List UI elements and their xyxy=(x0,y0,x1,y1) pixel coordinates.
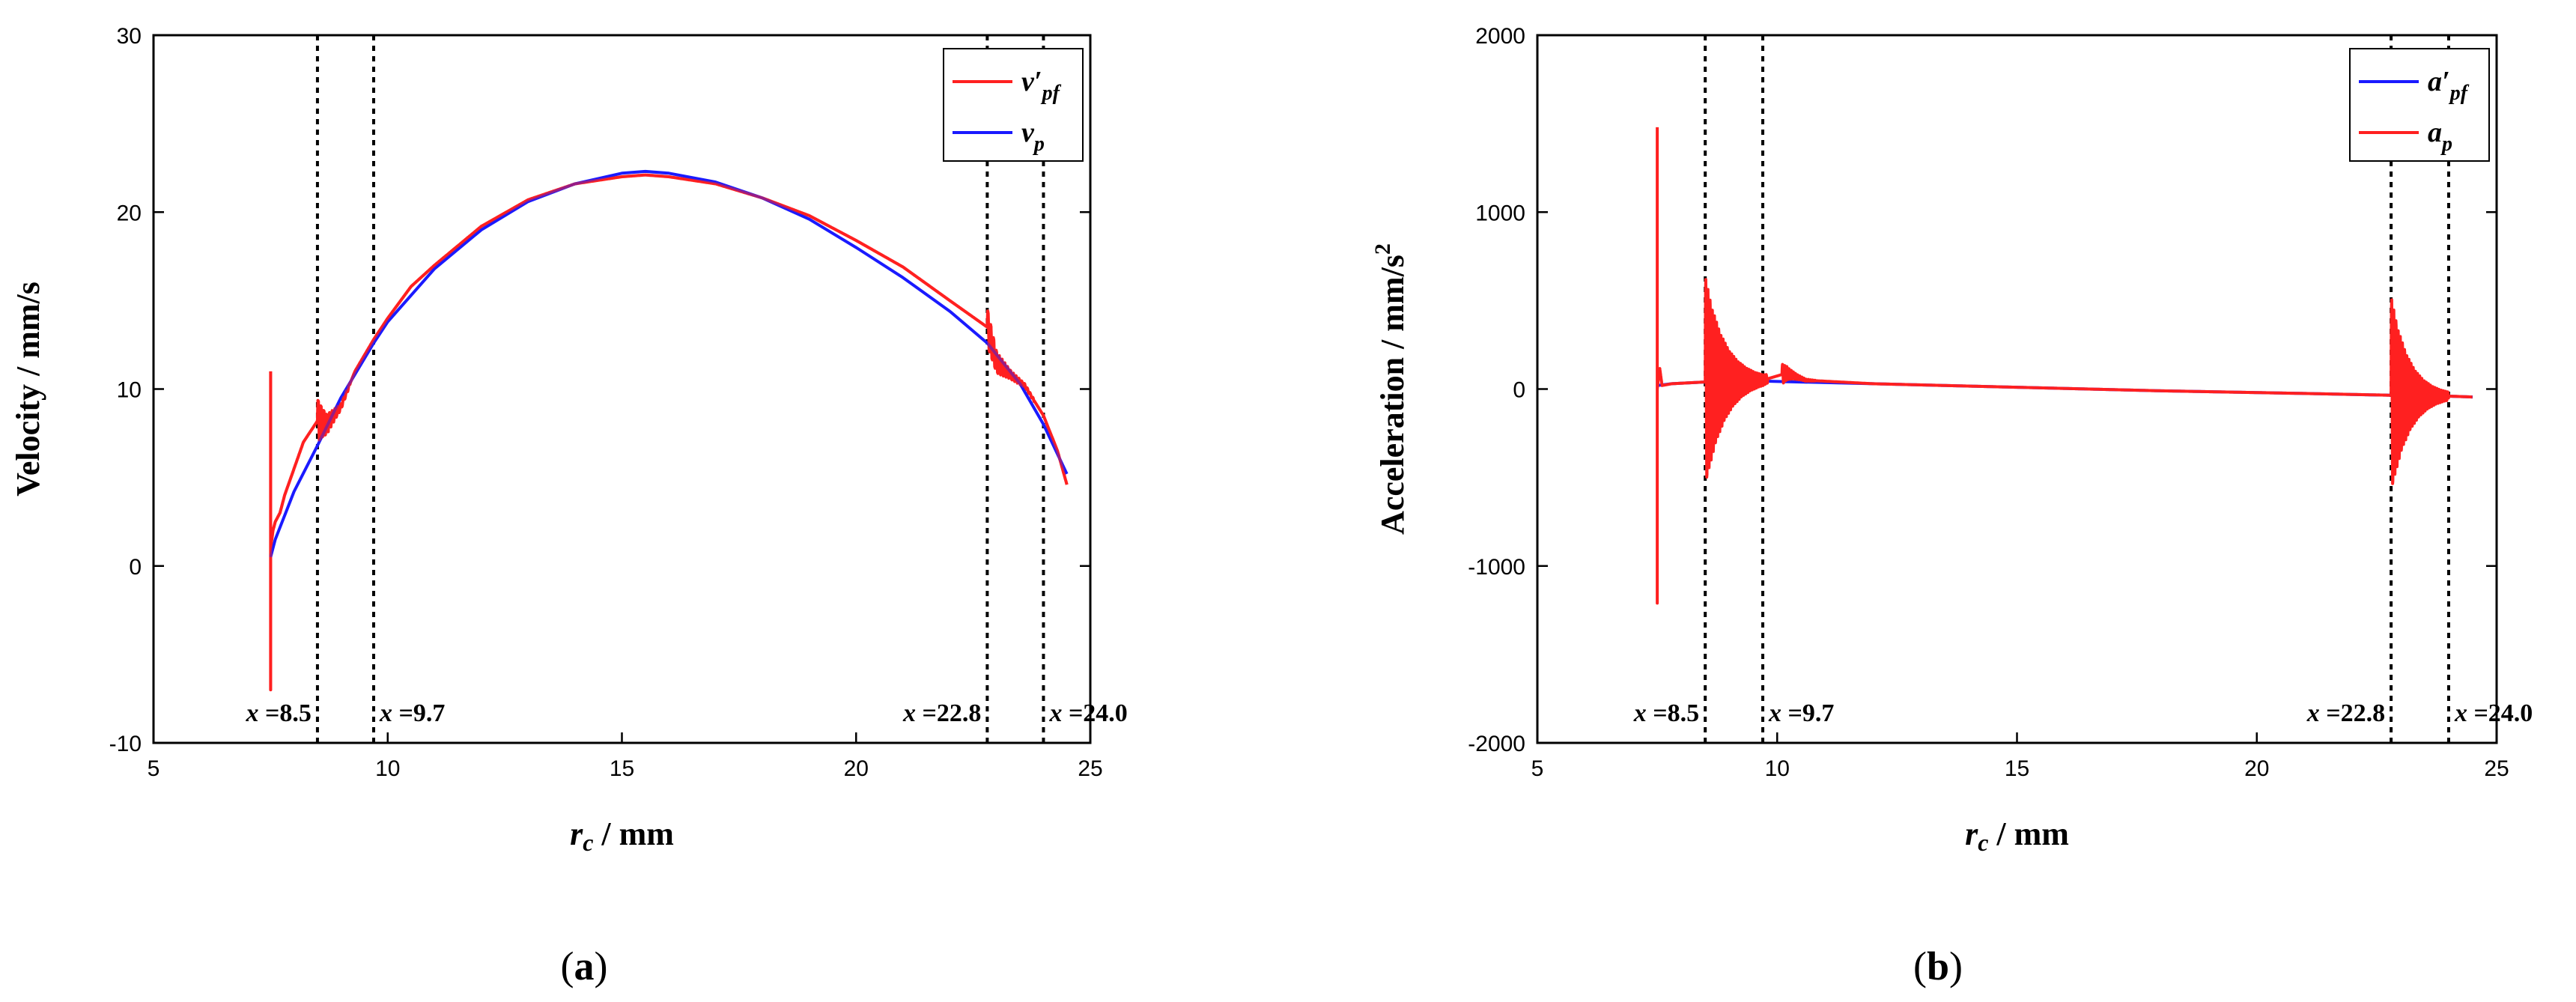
vline-label-value: =9.7 xyxy=(1781,699,1834,727)
series-line xyxy=(1656,127,2474,605)
x-tick-label: 25 xyxy=(1078,756,1102,781)
vline-label-value: =22.8 xyxy=(2320,699,2385,727)
x-axis-title-var: r xyxy=(1965,816,1978,852)
panel-label-close: ) xyxy=(1949,944,1963,989)
y-tick-label: 1000 xyxy=(1475,201,1525,225)
panel-label: (b) xyxy=(1913,944,1963,989)
y-tick-label: 0 xyxy=(1513,378,1525,403)
x-tick-label: 25 xyxy=(2484,756,2509,781)
panel-label-close: ) xyxy=(595,944,608,989)
series-line xyxy=(269,169,1069,558)
y-tick-label: -10 xyxy=(109,732,142,756)
legend-label-main: a′ xyxy=(2428,66,2450,97)
x-axis-title: rc / mm xyxy=(570,816,674,856)
vline-label-var: x xyxy=(2306,699,2320,727)
y-tick-label: 10 xyxy=(117,378,142,403)
legend-box xyxy=(2349,48,2490,162)
x-axis-title-unit: / mm xyxy=(1988,816,2069,852)
y-tick-label: 30 xyxy=(117,24,142,49)
plot-area xyxy=(269,169,1069,692)
series-line xyxy=(269,173,1069,692)
y-tick-label: 20 xyxy=(117,201,142,225)
legend-label: v′pf xyxy=(1021,66,1062,105)
y-tick-label: 0 xyxy=(129,555,142,580)
vline-label-var: x xyxy=(1633,699,1647,727)
legend-label: a′pf xyxy=(2428,66,2470,105)
panel-label-letter: a xyxy=(574,944,595,989)
vline-label-var: x xyxy=(2454,699,2467,727)
legend-label-sub: pf xyxy=(1041,82,1062,105)
y-axis-title-text: Velocity / mm/s xyxy=(10,282,46,497)
x-tick-label: 20 xyxy=(2244,756,2269,781)
vline-label-value: =24.0 xyxy=(1062,699,1127,727)
x-axis-title: rc / mm xyxy=(1965,816,2069,856)
x-tick-label: 15 xyxy=(2005,756,2029,781)
y-axis-title-sup: 2 xyxy=(1370,243,1395,255)
vline-label-var: x xyxy=(379,699,392,727)
y-axis-title: Acceleration / mm/s2 xyxy=(1370,243,1411,535)
legend-label-main: v′ xyxy=(1021,66,1042,97)
x-tick-label: 5 xyxy=(1531,756,1544,781)
x-tick-label: 5 xyxy=(148,756,160,781)
x-axis-title-var: r xyxy=(570,816,583,852)
x-tick-label: 10 xyxy=(375,756,400,781)
legend-label-sub: p xyxy=(1033,133,1045,156)
y-axis-title: Velocity / mm/s xyxy=(10,282,46,497)
vline-label: x =24.0 xyxy=(2454,699,2533,727)
plot-frame xyxy=(152,34,1092,744)
vline-label-var: x xyxy=(1048,699,1062,727)
legend-label-sub: p xyxy=(2440,133,2452,156)
plot-area xyxy=(1656,127,2474,605)
vline-label-value: =24.0 xyxy=(2467,699,2533,727)
legend-label: ap xyxy=(2428,117,2452,156)
vline-label: x =22.8 xyxy=(902,699,981,727)
vline-label-value: =9.7 xyxy=(392,699,445,727)
legend-box xyxy=(943,48,1084,162)
panel-label: (a) xyxy=(561,944,608,989)
y-tick-label: -2000 xyxy=(1468,732,1525,756)
legend-label-sub: pf xyxy=(2449,82,2470,105)
panel-label-open: ( xyxy=(561,944,574,989)
vline-label-var: x xyxy=(246,699,259,727)
legend-label-main: a xyxy=(2428,117,2442,148)
vline-label: x =24.0 xyxy=(1048,699,1127,727)
y-tick-label: 2000 xyxy=(1475,24,1525,49)
vline-label-var: x xyxy=(902,699,916,727)
vline-label: x =22.8 xyxy=(2306,699,2385,727)
vline-label: x =8.5 xyxy=(1633,699,1699,727)
vline-label: x =8.5 xyxy=(246,699,312,727)
y-axis-title-text: Acceleration / mm/s xyxy=(1374,255,1411,535)
vline-label-value: =22.8 xyxy=(916,699,981,727)
series-line xyxy=(269,173,1069,692)
panel-label-letter: b xyxy=(1927,944,1949,989)
vline-label: x =9.7 xyxy=(379,699,445,727)
vline-label: x =9.7 xyxy=(1768,699,1834,727)
panel-label-open: ( xyxy=(1913,944,1927,989)
x-tick-label: 10 xyxy=(1765,756,1790,781)
legend-label-main: v xyxy=(1021,117,1035,148)
vline-label-value: =8.5 xyxy=(1647,699,1699,727)
x-axis-title-sub: c xyxy=(583,829,593,856)
vline-label-var: x xyxy=(1768,699,1781,727)
x-axis-title-unit: / mm xyxy=(593,816,674,852)
legend-label: vp xyxy=(1021,117,1045,156)
vline-label-value: =8.5 xyxy=(259,699,312,727)
x-tick-label: 15 xyxy=(610,756,634,781)
x-tick-label: 20 xyxy=(844,756,869,781)
x-axis-title-sub: c xyxy=(1978,829,1988,856)
y-tick-label: -1000 xyxy=(1468,555,1525,580)
plot-frame xyxy=(1536,34,2498,744)
